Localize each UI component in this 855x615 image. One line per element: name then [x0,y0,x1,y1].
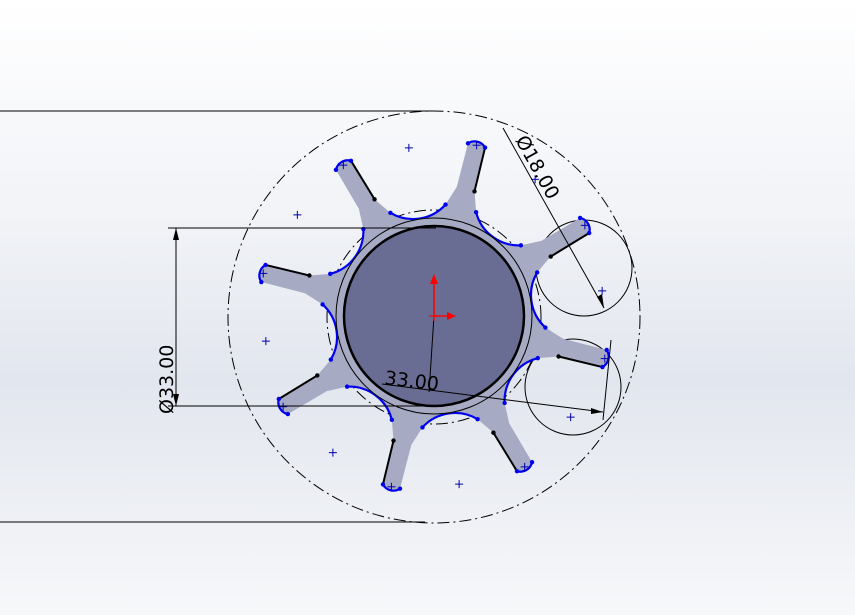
sketch-point[interactable] [391,438,396,443]
arrowhead-up-icon [173,228,179,240]
sketch-point[interactable] [491,430,496,435]
sketch-point[interactable] [548,254,553,259]
sketch-point[interactable] [604,347,609,353]
sketch-point[interactable] [380,482,386,487]
sketch-point[interactable] [285,411,291,417]
sketch-point[interactable] [465,141,471,146]
dimension-line-to-center [428,315,435,393]
dimension-text-hole-diameter[interactable]: Ø18.00 [511,132,564,203]
sketch-point[interactable] [529,459,535,465]
sketch-point[interactable] [600,364,605,370]
sketch-point[interactable] [328,271,333,277]
arrowhead-angled-icon [597,294,604,308]
extension-lines [0,110,432,523]
sketch-point[interactable] [397,486,403,491]
sketch-point[interactable] [473,210,479,215]
sketch-point[interactable] [587,230,592,236]
sketch-point[interactable] [307,273,312,278]
arrowhead-down-icon [173,394,179,406]
sketch-point[interactable] [320,302,325,307]
center-mark-group [259,141,609,491]
sketch-point[interactable] [328,357,334,362]
sketch-point[interactable] [472,189,477,194]
dimension-line-angled [502,127,605,309]
sketch-point[interactable] [372,197,377,202]
sketch-point[interactable] [348,158,354,163]
sketch-point[interactable] [543,325,548,330]
dimension-hole-diameter[interactable] [502,127,605,309]
sketch-point[interactable] [263,262,268,268]
sketch-point[interactable] [535,355,540,361]
sketch-point[interactable] [514,469,520,474]
construction-circle-outer[interactable] [227,110,641,524]
dimension-line-radial [381,383,604,413]
sprocket-outline-arcs[interactable] [258,140,610,492]
sketch-point[interactable] [534,270,540,275]
dimension-text-pitch-diameter[interactable]: Ø33.00 [156,345,178,414]
sketch-point[interactable] [577,215,583,221]
reference-circle-lower-right[interactable] [524,338,622,436]
sketch-point[interactable] [482,145,488,150]
sprocket-outline-black[interactable] [265,147,603,485]
sketch-point[interactable] [420,425,425,430]
arrowhead-right-icon [591,408,603,414]
sketch-point[interactable] [276,396,281,402]
sketch-point[interactable] [443,202,448,207]
sketch-point[interactable] [388,210,393,216]
dimension-radius[interactable] [381,315,612,421]
sketch-point[interactable] [502,400,507,406]
construction-circle-inner[interactable] [326,209,542,425]
sketch-point[interactable] [556,354,561,359]
dimension-pitch-diameter[interactable] [168,227,436,407]
sketch-point[interactable] [315,373,320,378]
sketch-point[interactable] [518,243,524,248]
sketch-point[interactable] [344,384,350,389]
sketch-point[interactable] [475,416,480,422]
extension-line-right [602,339,612,421]
sketch-origin-icon [429,274,456,321]
sketch-point[interactable] [259,279,264,285]
sketch-point[interactable] [389,417,395,422]
sketch-points [259,141,609,491]
sketch-point[interactable] [333,167,339,173]
